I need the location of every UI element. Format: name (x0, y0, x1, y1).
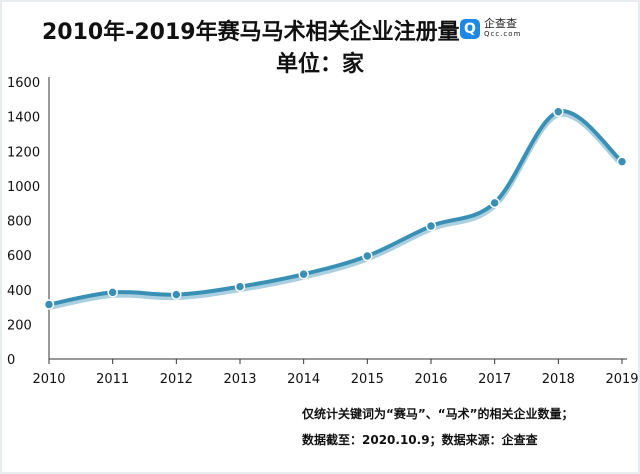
data-point (362, 250, 373, 262)
data-point (298, 268, 309, 280)
data-point (171, 289, 182, 300)
note-scope: 仅统计关键词为“赛马”、“马术”的相关企业数量； (302, 407, 574, 421)
note-source: 数据截至：2020.10.9；数据来源：企查查 (302, 433, 538, 447)
y-tick-label: 0 (7, 353, 15, 368)
x-tick-label: 2014 (287, 372, 320, 387)
series-line-shadow (48, 111, 624, 310)
chart-subtitle: 单位：家 (275, 52, 364, 77)
x-tick-label: 2016 (414, 372, 447, 387)
x-tick-label: 2017 (478, 372, 511, 387)
x-tick-label: 2015 (351, 372, 384, 387)
data-point (107, 287, 118, 298)
y-tick-label: 800 (7, 215, 32, 230)
x-tick-label: 2018 (542, 372, 575, 387)
series-line (48, 109, 624, 307)
qcc-logo-icon: Q (460, 18, 480, 39)
data-point (553, 106, 564, 118)
chart-title: 2010年-2019年赛马马术相关企业注册量 (42, 20, 460, 45)
y-tick-label: 600 (7, 249, 32, 264)
x-tick-label: 2019 (605, 372, 638, 387)
y-tick-label: 400 (7, 284, 32, 299)
data-point (234, 281, 246, 292)
y-tick-label: 1000 (7, 180, 40, 195)
logo-domain: Qcc.com (484, 30, 522, 38)
data-point (43, 299, 55, 310)
y-tick-label: 200 (7, 318, 32, 333)
data-point (489, 197, 500, 209)
data-point (616, 156, 628, 167)
data-point (425, 220, 437, 232)
logo-name: 企查查 (484, 17, 517, 30)
x-tick-label: 2012 (160, 372, 193, 387)
y-tick-label: 1600 (7, 76, 40, 91)
y-tick-label: 1200 (7, 145, 40, 160)
y-tick-label: 1400 (7, 111, 40, 126)
qcc-logo: Q 企查查 Qcc.com (460, 18, 521, 39)
x-tick-label: 2011 (96, 372, 129, 387)
x-tick-label: 2013 (223, 372, 256, 387)
x-tick-label: 2010 (32, 372, 65, 387)
